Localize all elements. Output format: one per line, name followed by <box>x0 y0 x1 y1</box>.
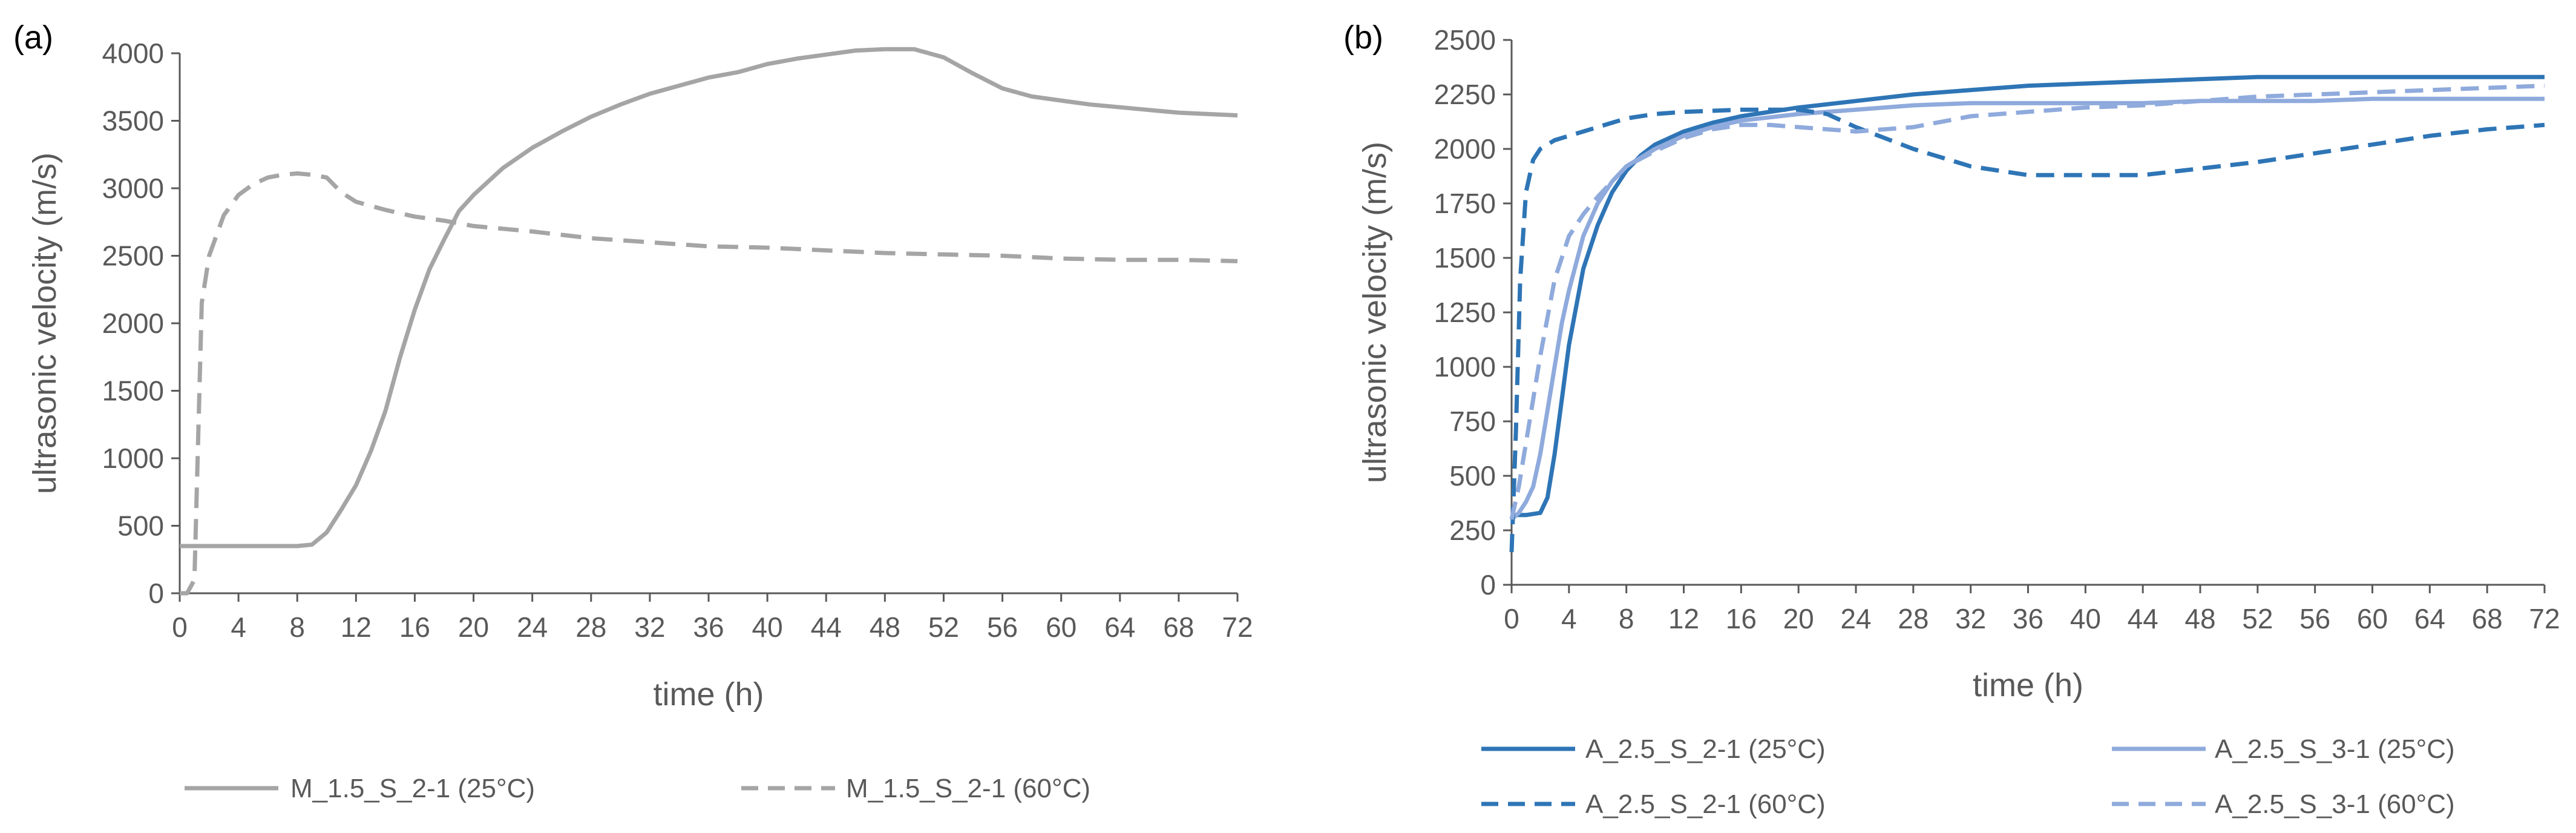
y-tick-label: 1750 <box>1434 188 1496 219</box>
x-tick-label: 64 <box>2414 603 2445 634</box>
x-tick-label: 68 <box>2472 603 2503 634</box>
x-tick-label: 28 <box>575 611 606 643</box>
x-tick-label: 8 <box>289 611 305 643</box>
x-tick-label: 68 <box>1163 611 1194 643</box>
y-tick-label: 0 <box>148 578 164 609</box>
x-tick-label: 24 <box>1840 603 1871 634</box>
x-tick-label: 4 <box>1561 603 1577 634</box>
x-tick-label: 12 <box>341 611 372 643</box>
x-tick-label: 36 <box>2013 603 2043 634</box>
x-tick-label: 60 <box>1046 611 1077 643</box>
x-tick-label: 48 <box>2184 603 2215 634</box>
y-tick-label: 1000 <box>102 443 164 474</box>
x-tick-label: 8 <box>1619 603 1634 634</box>
series-line-1 <box>1512 74 2545 518</box>
y-tick-label: 1000 <box>1434 351 1496 383</box>
x-tick-label: 52 <box>2242 603 2273 634</box>
x-tick-label: 40 <box>2070 603 2101 634</box>
y-tick-label: 1500 <box>1434 242 1496 274</box>
series-line-1 <box>180 47 1238 548</box>
x-tick-label: 16 <box>399 611 430 643</box>
x-axis-title: time (h) <box>1973 667 2083 703</box>
x-tick-label: 4 <box>231 611 246 643</box>
y-tick-label: 1500 <box>102 375 164 407</box>
x-tick-label: 40 <box>752 611 783 643</box>
x-tick-label: 0 <box>1504 603 1519 634</box>
x-tick-label: 72 <box>1222 611 1253 643</box>
legend-label-3: A_2.5_S_2-1 (60°C) <box>1585 789 1826 819</box>
x-tick-label: 20 <box>458 611 489 643</box>
x-tick-label: 56 <box>2299 603 2330 634</box>
x-tick-label: 20 <box>1783 603 1814 634</box>
x-tick-label: 24 <box>517 611 548 643</box>
y-tick-label: 2250 <box>1434 79 1496 110</box>
series-line-4 <box>1509 84 2545 520</box>
x-tick-label: 56 <box>987 611 1018 643</box>
x-tick-label: 64 <box>1104 611 1135 643</box>
panel-label-b: (b) <box>1343 19 1383 56</box>
series-line-3 <box>1509 107 2545 553</box>
legend-label-1: M_1.5_S_2-1 (25°C) <box>290 774 535 803</box>
y-tick-label: 4000 <box>102 38 164 69</box>
y-axis-title: ultrasonic velocity (m/s) <box>1357 142 1393 483</box>
x-tick-label: 48 <box>870 611 900 643</box>
y-tick-label: 3000 <box>102 173 164 204</box>
x-tick-label: 44 <box>2128 603 2158 634</box>
legend-label-2: A_2.5_S_3-1 (25°C) <box>2215 734 2455 764</box>
series-line-2 <box>180 171 1238 596</box>
y-tick-label: 0 <box>1480 569 1496 601</box>
y-tick-label: 2500 <box>1434 24 1496 56</box>
x-tick-label: 60 <box>2357 603 2388 634</box>
x-tick-label: 52 <box>928 611 959 643</box>
y-tick-label: 1250 <box>1434 297 1496 328</box>
y-tick-label: 500 <box>1449 460 1496 492</box>
x-tick-label: 36 <box>693 611 724 643</box>
x-tick-label: 12 <box>1668 603 1699 634</box>
legend-label-4: A_2.5_S_3-1 (60°C) <box>2215 789 2455 819</box>
panel-label-a: (a) <box>13 19 53 56</box>
x-axis-title: time (h) <box>653 676 764 713</box>
chart-panel-b: (b) 0 250 500 750 1000 1250 1500 1750 2000 2250 25… <box>1343 19 2560 819</box>
x-tick-label: 44 <box>811 611 842 643</box>
x-tick-label: 32 <box>1955 603 1986 634</box>
x-tick-label: 32 <box>634 611 665 643</box>
x-tick-label: 16 <box>1726 603 1757 634</box>
y-axis-title: ultrasonic velocity (m/s) <box>27 153 63 494</box>
x-tick-label: 0 <box>172 611 188 643</box>
legend-label-1: A_2.5_S_2-1 (25°C) <box>1585 734 1826 764</box>
legend-label-2: M_1.5_S_2-1 (60°C) <box>846 774 1090 803</box>
y-tick-label: 750 <box>1449 406 1496 437</box>
x-tick-label: 72 <box>2529 603 2560 634</box>
y-tick-label: 500 <box>117 510 164 542</box>
y-tick-label: 2000 <box>102 308 164 339</box>
y-tick-label: 250 <box>1449 515 1496 546</box>
series-line-2 <box>1510 96 2545 521</box>
x-tick-label: 28 <box>1898 603 1929 634</box>
y-tick-label: 2500 <box>102 240 164 272</box>
y-tick-label: 2000 <box>1434 133 1496 165</box>
y-tick-label: 3500 <box>102 105 164 137</box>
